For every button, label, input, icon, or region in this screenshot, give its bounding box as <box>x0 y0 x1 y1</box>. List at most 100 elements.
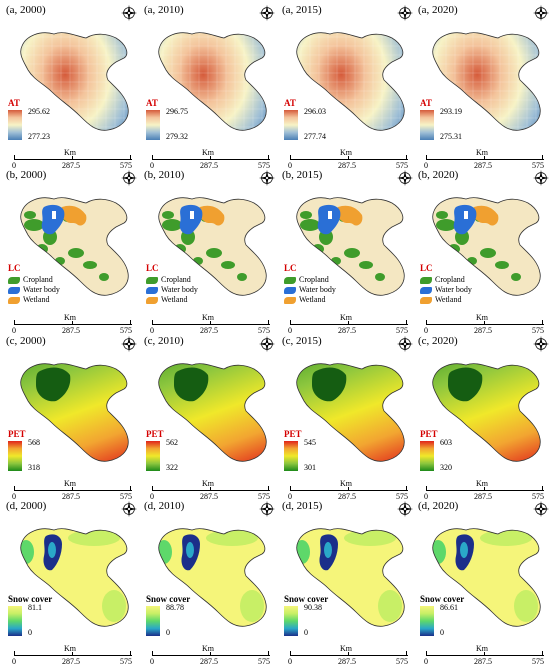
legend-max-value: 568 <box>28 438 40 447</box>
compass-icon <box>120 4 138 22</box>
legend-title: PET <box>8 429 26 439</box>
legend-colorbar <box>8 110 22 140</box>
map-panel-a-1: (a, 2010) AT 296.75 279.32 Km 0 287.5 575 <box>142 0 278 170</box>
legend-swatch <box>146 286 158 294</box>
basin-map <box>296 32 405 131</box>
compass-icon <box>120 169 138 187</box>
basin-outline <box>158 32 267 131</box>
panel-title: (a, 2020) <box>418 4 458 16</box>
basin-map <box>432 363 541 462</box>
legend-title: PET <box>420 429 438 439</box>
legend-item: Cropland <box>420 275 465 284</box>
legend-min-value: 0 <box>440 628 444 637</box>
legend-colorbar <box>284 110 298 140</box>
scale-label: 575 <box>396 161 408 170</box>
legend-item: Wetland <box>420 295 461 304</box>
scale-label: 287.5 <box>200 326 218 335</box>
legend-title: PET <box>284 429 302 439</box>
legend-max-value: 90.38 <box>304 603 322 612</box>
legend-max-value: 86.61 <box>440 603 458 612</box>
scale-tick <box>72 487 73 491</box>
scale-unit: Km <box>476 644 488 653</box>
scale-tick <box>542 320 543 325</box>
legend-swatch <box>420 276 432 284</box>
scale-bar: Km 0 287.5 575 <box>416 644 550 666</box>
scale-tick <box>268 320 269 325</box>
panel-title: (a, 2000) <box>6 4 46 16</box>
legend-min-value: 277.23 <box>28 132 50 141</box>
map-panel-b-0: (b, 2000) LC Cropland Water body Wetland Km 0 2… <box>4 165 140 335</box>
panel-title: (b, 2000) <box>6 169 47 181</box>
legend: AT 296.03 277.74 <box>282 98 362 150</box>
scale-label: 575 <box>532 326 544 335</box>
scale-unit: Km <box>340 148 352 157</box>
scale-label: 0 <box>424 492 428 501</box>
legend-swatch <box>146 296 158 304</box>
scale-unit: Km <box>202 313 214 322</box>
scale-tick <box>426 651 427 656</box>
scale-line <box>290 655 408 656</box>
basin-outline <box>296 528 405 627</box>
panel-title: (c, 2010) <box>144 335 184 347</box>
scale-tick <box>426 486 427 491</box>
basin-map <box>432 528 541 627</box>
compass-icon <box>532 169 550 187</box>
legend: AT 296.75 279.32 <box>144 98 224 150</box>
legend-item-label: Wetland <box>23 295 50 304</box>
legend-item-label: Wetland <box>161 295 188 304</box>
scale-label: 287.5 <box>200 492 218 501</box>
scale-tick <box>72 652 73 656</box>
basin-map <box>20 32 129 131</box>
map-panel-d-1: (d, 2010) Snow cover 88.78 0 Km 0 287.5 575 <box>142 496 278 666</box>
scale-tick <box>210 652 211 656</box>
scale-tick <box>406 320 407 325</box>
legend-swatch <box>8 276 20 284</box>
legend-item-label: Water body <box>435 285 472 294</box>
scale-label: 0 <box>424 161 428 170</box>
map-panel-d-3: (d, 2020) Snow cover 86.61 0 Km 0 287.5 575 <box>416 496 550 666</box>
scale-label: 0 <box>150 161 154 170</box>
scale-tick <box>290 651 291 656</box>
compass-icon <box>396 500 414 518</box>
scale-tick <box>14 320 15 325</box>
scale-tick <box>484 321 485 325</box>
legend-title: LC <box>420 263 433 273</box>
legend-colorbar <box>146 110 160 140</box>
scale-label: 0 <box>424 326 428 335</box>
scale-label: 575 <box>258 492 270 501</box>
basin-map <box>158 363 267 462</box>
scale-tick <box>152 651 153 656</box>
compass-icon <box>258 4 276 22</box>
legend: LC Cropland Water body Wetland <box>418 263 498 315</box>
legend-min-value: 279.32 <box>166 132 188 141</box>
basin-map <box>20 363 129 462</box>
legend-swatch <box>284 296 296 304</box>
panel-title: (d, 2000) <box>6 500 47 512</box>
scale-label: 287.5 <box>62 161 80 170</box>
scale-tick <box>542 486 543 491</box>
scale-tick <box>426 320 427 325</box>
scale-unit: Km <box>64 479 76 488</box>
legend-colorbar <box>284 441 298 471</box>
basin-map <box>296 197 405 296</box>
legend-colorbar <box>420 606 434 636</box>
scale-label: 287.5 <box>474 326 492 335</box>
legend-title: LC <box>146 263 159 273</box>
compass-icon <box>258 500 276 518</box>
scale-label: 575 <box>532 492 544 501</box>
legend-swatch <box>146 276 158 284</box>
panel-title: (b, 2015) <box>282 169 323 181</box>
panel-title: (d, 2020) <box>418 500 459 512</box>
scale-label: 575 <box>396 492 408 501</box>
scale-tick <box>130 651 131 656</box>
compass-icon <box>258 169 276 187</box>
legend-colorbar <box>8 441 22 471</box>
legend-item: Cropland <box>284 275 329 284</box>
compass-icon <box>396 335 414 353</box>
legend-item: Water body <box>284 285 336 294</box>
map-panel-a-0: (a, 2000) AT 295.62 277.23 Km 0 287.5 575 <box>4 0 140 170</box>
legend-item: Water body <box>420 285 472 294</box>
scale-unit: Km <box>340 644 352 653</box>
scale-bar: Km 0 287.5 575 <box>280 313 416 335</box>
basin-outline <box>296 32 405 131</box>
